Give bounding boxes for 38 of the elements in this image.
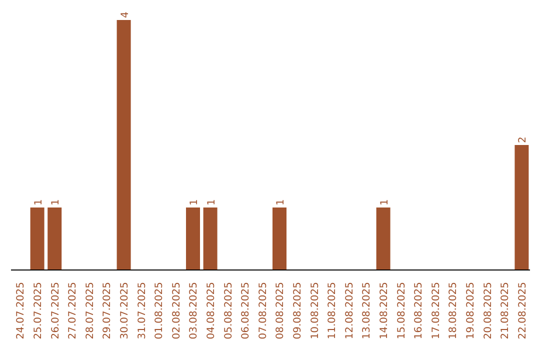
x-tick-label: 20.08.2025 — [482, 282, 494, 340]
x-tick-label: 28.07.2025 — [84, 282, 96, 340]
x-tick-label: 05.08.2025 — [223, 282, 234, 340]
x-tick-label: 12.08.2025 — [344, 282, 356, 340]
x-tick-label: 29.07.2025 — [102, 282, 114, 340]
data-label: 1 — [206, 199, 218, 206]
x-tick-label: 24.07.2025 — [16, 282, 27, 340]
data-label: 1 — [189, 199, 200, 206]
x-tick-label: 15.08.2025 — [396, 282, 408, 340]
x-tick-label: 14.08.2025 — [378, 282, 390, 340]
x-tick-label: 08.08.2025 — [275, 282, 286, 340]
data-label: 1 — [33, 199, 44, 206]
data-label: 1 — [276, 199, 286, 206]
x-tick-label: 06.08.2025 — [240, 282, 252, 340]
data-label: 1 — [379, 199, 390, 206]
x-tick-label: 31.07.2025 — [136, 282, 148, 340]
data-label: 2 — [518, 136, 529, 143]
x-tick-label: 09.08.2025 — [292, 282, 304, 340]
x-tick-label: 10.08.2025 — [310, 282, 321, 340]
x-tick-label: 25.07.2025 — [32, 282, 44, 340]
x-tick-label: 26.07.2025 — [50, 282, 62, 340]
x-tick-label: 02.08.2025 — [171, 282, 182, 340]
x-tick-label: 03.08.2025 — [188, 282, 200, 340]
x-tick-label: 13.08.2025 — [362, 282, 373, 340]
x-tick-label: 27.07.2025 — [68, 282, 79, 340]
data-label: 1 — [50, 199, 62, 206]
x-tick-label: 21.08.2025 — [500, 282, 512, 340]
x-tick-label: 17.08.2025 — [430, 282, 442, 340]
x-tick-label: 30.07.2025 — [119, 282, 130, 340]
x-tick-label: 11.08.2025 — [327, 282, 338, 340]
x-tick-label: 22.08.2025 — [517, 282, 528, 340]
x-tick-label: 04.08.2025 — [206, 282, 217, 340]
data-label: 4 — [120, 12, 131, 18]
x-tick-label: 07.08.2025 — [258, 282, 269, 340]
x-tick-label: 18.08.2025 — [448, 282, 460, 340]
x-tick-label: 16.08.2025 — [414, 282, 425, 340]
x-tick-label: 19.08.2025 — [465, 282, 476, 340]
x-tick-label: 01.08.2025 — [154, 282, 166, 340]
